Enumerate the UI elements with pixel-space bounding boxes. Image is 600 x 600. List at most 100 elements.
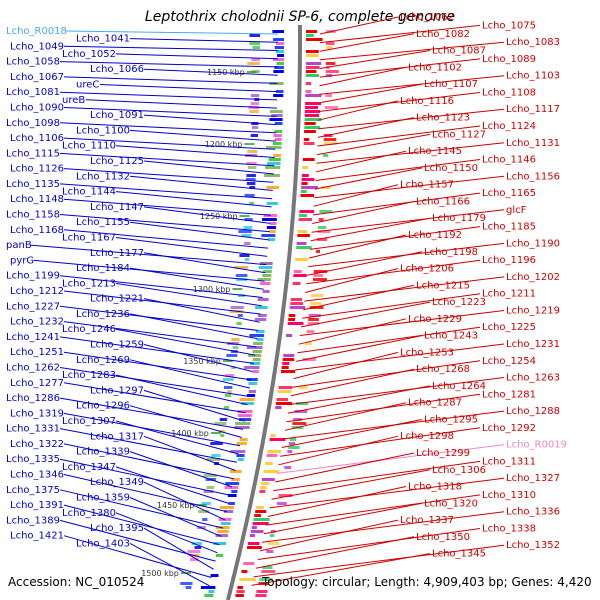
- gene-feature-reverse: [276, 42, 284, 45]
- gene-label-right: Lcho_1336: [506, 507, 560, 518]
- gene-feature-reverse: [274, 122, 283, 125]
- gene-feature-reverse: [231, 490, 238, 493]
- gene-feature-reverse: [217, 530, 229, 533]
- gene-label-right: Lcho_1211: [482, 289, 536, 300]
- gene-label-left: Lcho_1421: [10, 531, 64, 542]
- gene-label-right: Lcho_1075: [482, 20, 536, 31]
- cog-feature-track: [203, 474, 217, 477]
- gene-leader-line-left: [115, 191, 272, 208]
- gene-label-left: Lcho_1067: [10, 72, 64, 83]
- gene-feature-forward: [305, 90, 312, 93]
- gene-leader-line-left: [115, 237, 268, 257]
- cog-feature-track: [198, 510, 210, 513]
- cog-feature-track: [276, 502, 287, 505]
- gene-feature-forward: [305, 62, 322, 65]
- gene-label-left: Lcho_1241: [6, 332, 60, 343]
- gene-feature-forward: [301, 178, 315, 181]
- gene-leader-line-left: [115, 466, 229, 504]
- gene-label-left: Lcho_1221: [90, 294, 144, 305]
- gene-feature-reverse: [273, 134, 282, 137]
- gene-feature-reverse: [255, 306, 268, 309]
- cog-feature-track: [319, 210, 333, 213]
- gene-label-left: Lcho_1212: [10, 286, 64, 297]
- gene-label-left: Lcho_1184: [76, 263, 130, 274]
- gene-label-right: Lcho_1166: [416, 197, 470, 208]
- gene-label-left: Lcho_1147: [90, 202, 144, 213]
- gene-leader-line-left: [63, 198, 271, 216]
- gene-label-left: Lcho_1049: [10, 41, 64, 52]
- gene-label-right: Lcho_1215: [416, 280, 470, 291]
- gene-feature-forward: [305, 106, 319, 109]
- gene-leader-line-right: [318, 92, 481, 112]
- gene-label-right: Lcho_1146: [482, 155, 536, 166]
- gene-label-left: Lcho_1135: [6, 179, 60, 190]
- gene-label-left: Lcho_1346: [10, 470, 64, 481]
- gene-feature-reverse: [273, 58, 284, 61]
- gene-leader-line-left: [63, 535, 212, 578]
- gene-leader-line-left: [115, 282, 262, 307]
- cog-feature-track: [243, 226, 252, 229]
- gene-leader-line-left: [115, 420, 239, 455]
- gene-label-right: Lcho_1131: [506, 138, 560, 149]
- gene-leader-line-left: [129, 38, 279, 43]
- gene-leader-line-right: [307, 251, 423, 276]
- cog-feature-track: [180, 582, 193, 585]
- gene-leader-line-right: [261, 511, 505, 543]
- gene-label-right: Lcho_1350: [416, 532, 470, 543]
- gene-label-right: Lcho_1192: [408, 230, 462, 241]
- cog-feature-track: [326, 46, 333, 49]
- gene-feature-forward: [296, 246, 312, 249]
- cog-feature-track: [251, 58, 260, 61]
- gene-label-right: Lcho_1156: [506, 171, 560, 182]
- gene-feature-forward: [247, 546, 262, 549]
- gene-leader-line-left: [129, 359, 251, 389]
- gene-feature-reverse: [230, 450, 246, 453]
- gene-feature-reverse: [200, 586, 216, 589]
- gene-label-right: Lcho_1337: [400, 515, 454, 526]
- cog-feature-track: [246, 162, 257, 165]
- cog-feature-track: [310, 302, 322, 305]
- gene-label-left: Lcho_1041: [76, 34, 130, 45]
- gene-feature-forward: [305, 74, 320, 77]
- gene-feature-forward: [254, 514, 261, 517]
- gene-feature-reverse: [249, 334, 265, 337]
- cog-feature-track: [249, 186, 256, 189]
- cog-feature-track: [187, 550, 201, 553]
- gene-label-right: Lcho_1229: [408, 314, 462, 325]
- gene-label-right: Lcho_1311: [482, 456, 536, 467]
- cog-feature-track: [252, 126, 259, 129]
- cog-feature-track: [317, 230, 331, 233]
- cog-feature-track: [255, 594, 267, 597]
- cog-feature-track: [308, 314, 321, 317]
- cog-feature-track: [294, 410, 308, 413]
- gene-feature-reverse: [246, 346, 263, 349]
- cog-feature-track: [293, 418, 302, 421]
- gene-feature-reverse: [231, 478, 240, 481]
- cog-feature-track: [308, 318, 319, 321]
- gene-label-left: Lcho_1395: [90, 523, 144, 534]
- gene-label-right: Lcho_1107: [424, 79, 478, 90]
- gene-feature-reverse: [236, 454, 245, 457]
- gene-label-right: Lcho_1264: [432, 381, 486, 392]
- cog-feature-track: [305, 342, 312, 345]
- gene-leader-line-left: [63, 443, 234, 480]
- gene-label-right: Lcho_1196: [482, 255, 536, 266]
- gene-label-left: pyrG: [10, 255, 34, 266]
- gene-leader-line-right: [294, 343, 505, 371]
- cog-feature-track: [323, 138, 337, 141]
- gene-label-left: Lcho_1090: [10, 103, 64, 114]
- gene-feature-forward: [292, 282, 301, 285]
- gene-feature-forward: [261, 482, 270, 485]
- gene-leader-line-left: [65, 30, 279, 35]
- gene-leader-line-left: [143, 252, 266, 274]
- gene-feature-reverse: [224, 486, 239, 489]
- gene-label-right: Lcho_1223: [432, 297, 486, 308]
- gene-label-right: Lcho_1089: [482, 54, 536, 65]
- kbp-tick-label: 1500 kbp: [141, 569, 179, 578]
- gene-label-left: Lcho_1125: [90, 156, 144, 167]
- gene-feature-reverse: [215, 534, 228, 537]
- gene-leader-line-left: [63, 76, 278, 84]
- gene-leader-line-left: [143, 527, 214, 570]
- gene-label-left: Lcho_1259: [90, 340, 144, 351]
- cog-feature-track: [288, 446, 300, 449]
